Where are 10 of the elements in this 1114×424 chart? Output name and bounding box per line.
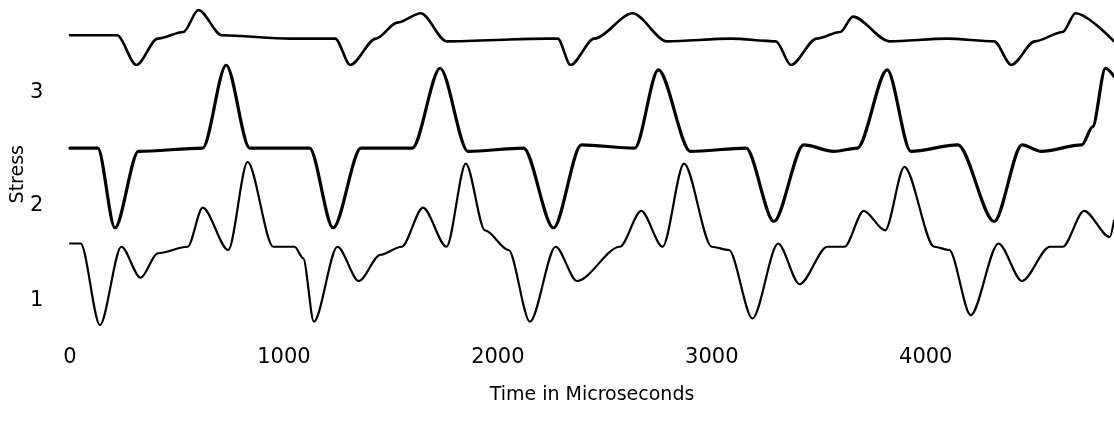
x-tick-label: 1000 [257,343,311,368]
text: 3 [30,78,44,103]
x-tick-label: 0 [63,343,77,368]
x-tick-label: 4000 [899,343,953,368]
text: 1 [30,287,44,311]
x-tick-label: 2000 [471,343,525,368]
x-axis-title: Time in Microseconds [488,381,695,404]
y-axis-title: Stress [4,144,27,204]
x-tick-label: 3000 [685,343,739,368]
text: 2 [30,191,44,216]
